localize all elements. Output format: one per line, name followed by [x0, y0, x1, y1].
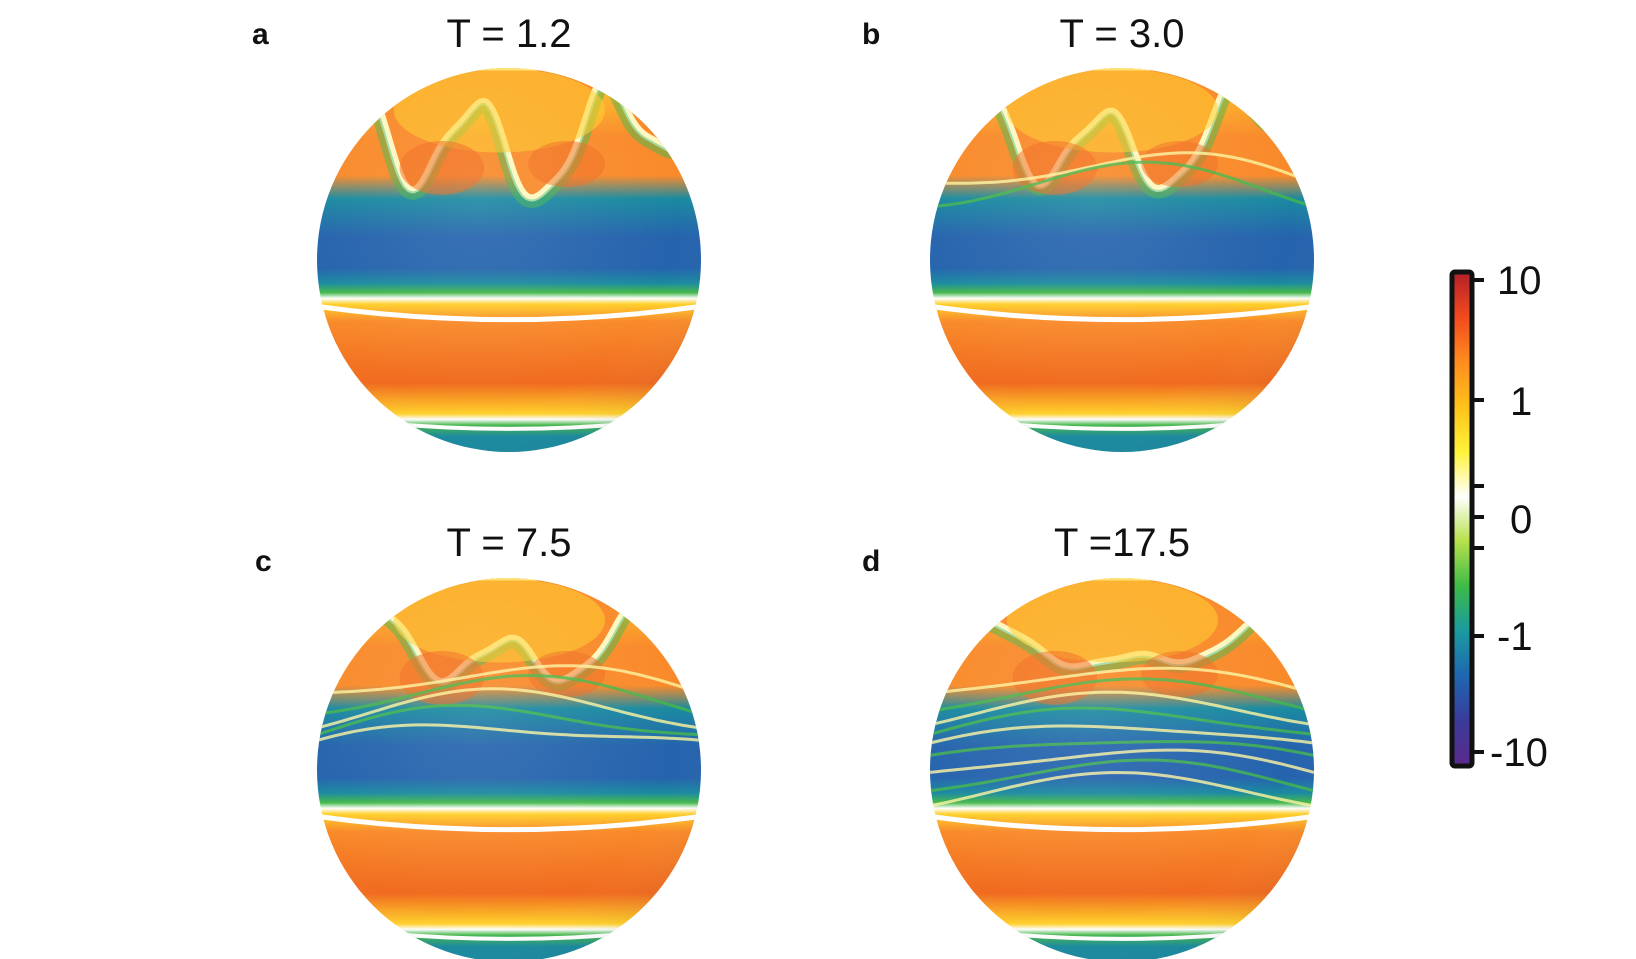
panel-d: d T =17.5 — [862, 521, 1314, 959]
colorbar-label-10: 10 — [1497, 259, 1542, 303]
panel-c: c T = 7.5 — [255, 521, 701, 959]
panel-letter-a: a — [252, 18, 269, 51]
panel-title-c: T = 7.5 — [447, 521, 572, 565]
colorbar-label-1: 1 — [1510, 380, 1532, 424]
sphere-d — [930, 578, 1314, 959]
panel-letter-b: b — [862, 18, 880, 51]
sphere-shading — [317, 68, 701, 452]
sphere-a — [317, 68, 701, 452]
sphere-c — [317, 578, 701, 959]
panel-title-b: T = 3.0 — [1060, 12, 1185, 56]
panel-letter-d: d — [862, 545, 880, 578]
colorbar-label-0: 0 — [1510, 498, 1532, 542]
panel-title-d: T =17.5 — [1054, 521, 1190, 565]
colorbar-label-neg10: -10 — [1490, 731, 1548, 775]
colorbar-label-neg1: -1 — [1497, 615, 1533, 659]
sphere-shading — [930, 578, 1314, 959]
colorbar: 10 1 0 -1 -10 — [1449, 259, 1548, 775]
sphere-b — [930, 68, 1314, 452]
panel-title-a: T = 1.2 — [447, 12, 572, 56]
colorbar-gradient — [1449, 269, 1475, 769]
panel-a: a T = 1.2 — [252, 12, 701, 452]
sphere-shading — [930, 68, 1314, 452]
panel-letter-c: c — [255, 545, 272, 578]
sphere-shading — [317, 578, 701, 959]
panel-b: b T = 3.0 — [862, 12, 1314, 452]
